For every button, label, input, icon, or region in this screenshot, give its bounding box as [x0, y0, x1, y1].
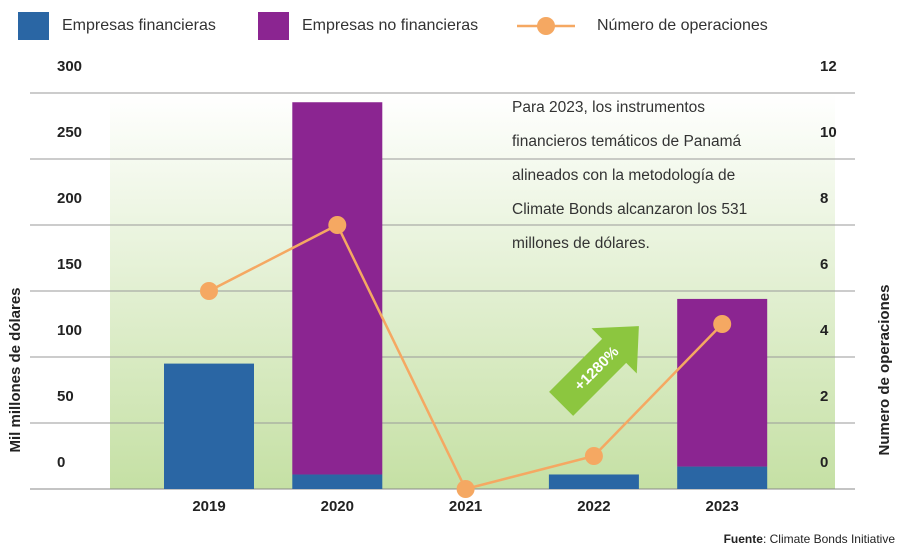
- y2-tick-label: 2: [820, 388, 828, 405]
- y2-axis-label: Numero de operaciones: [876, 285, 893, 456]
- x-tick-label: 2020: [321, 498, 354, 515]
- bar: [164, 363, 254, 489]
- bar: [677, 466, 768, 489]
- annotation-line: Para 2023, los instrumentos: [512, 99, 705, 116]
- y-tick-label: 50: [57, 388, 74, 405]
- legend-swatch: [18, 12, 49, 40]
- legend-swatch: [258, 12, 289, 40]
- line-point: [200, 282, 218, 300]
- y-axis-label: Mil millones de dólares: [7, 287, 24, 452]
- line-point: [713, 315, 732, 333]
- legend-label: Empresas financieras: [62, 17, 216, 34]
- y2-tick-label: 8: [820, 190, 828, 207]
- source-label: Fuente: [724, 532, 764, 546]
- x-tick-label: 2023: [706, 498, 739, 515]
- legend-swatch: [537, 17, 555, 35]
- source-text: : Climate Bonds Initiative: [763, 532, 895, 546]
- y2-tick-label: 12: [820, 58, 837, 75]
- bar: [548, 474, 639, 489]
- y-tick-label: 100: [57, 322, 82, 339]
- x-tick-label: 2021: [449, 498, 482, 515]
- legend-label: Empresas no financieras: [302, 17, 478, 34]
- y2-tick-label: 0: [820, 454, 828, 471]
- source: Fuente: Climate Bonds Initiative: [724, 532, 896, 546]
- line-point: [328, 216, 347, 234]
- annotation-line: Climate Bonds alcanzaron los 531: [512, 201, 747, 218]
- annotation-line: alineados con la metodología de: [512, 167, 735, 184]
- y2-tick-label: 6: [820, 256, 828, 273]
- x-tick-label: 2022: [577, 498, 610, 515]
- line-point: [456, 480, 475, 498]
- annotation-line: millones de dólares.: [512, 235, 650, 252]
- y-tick-label: 150: [57, 256, 82, 273]
- arrow-shape: [549, 326, 639, 416]
- y-tick-label: 250: [57, 124, 82, 141]
- legend-label: Número de operaciones: [597, 17, 768, 34]
- y2-tick-label: 4: [820, 322, 829, 339]
- bar: [292, 474, 383, 489]
- y-tick-label: 300: [57, 58, 82, 75]
- y-tick-label: 0: [57, 454, 65, 471]
- line-point: [584, 447, 603, 465]
- y2-tick-label: 10: [820, 124, 837, 141]
- x-tick-label: 2019: [192, 498, 225, 515]
- y-tick-label: 200: [57, 190, 82, 207]
- annotation-line: financieros temáticos de Panamá: [512, 133, 742, 150]
- annotation: Para 2023, los instrumentos financieros t…: [512, 99, 747, 252]
